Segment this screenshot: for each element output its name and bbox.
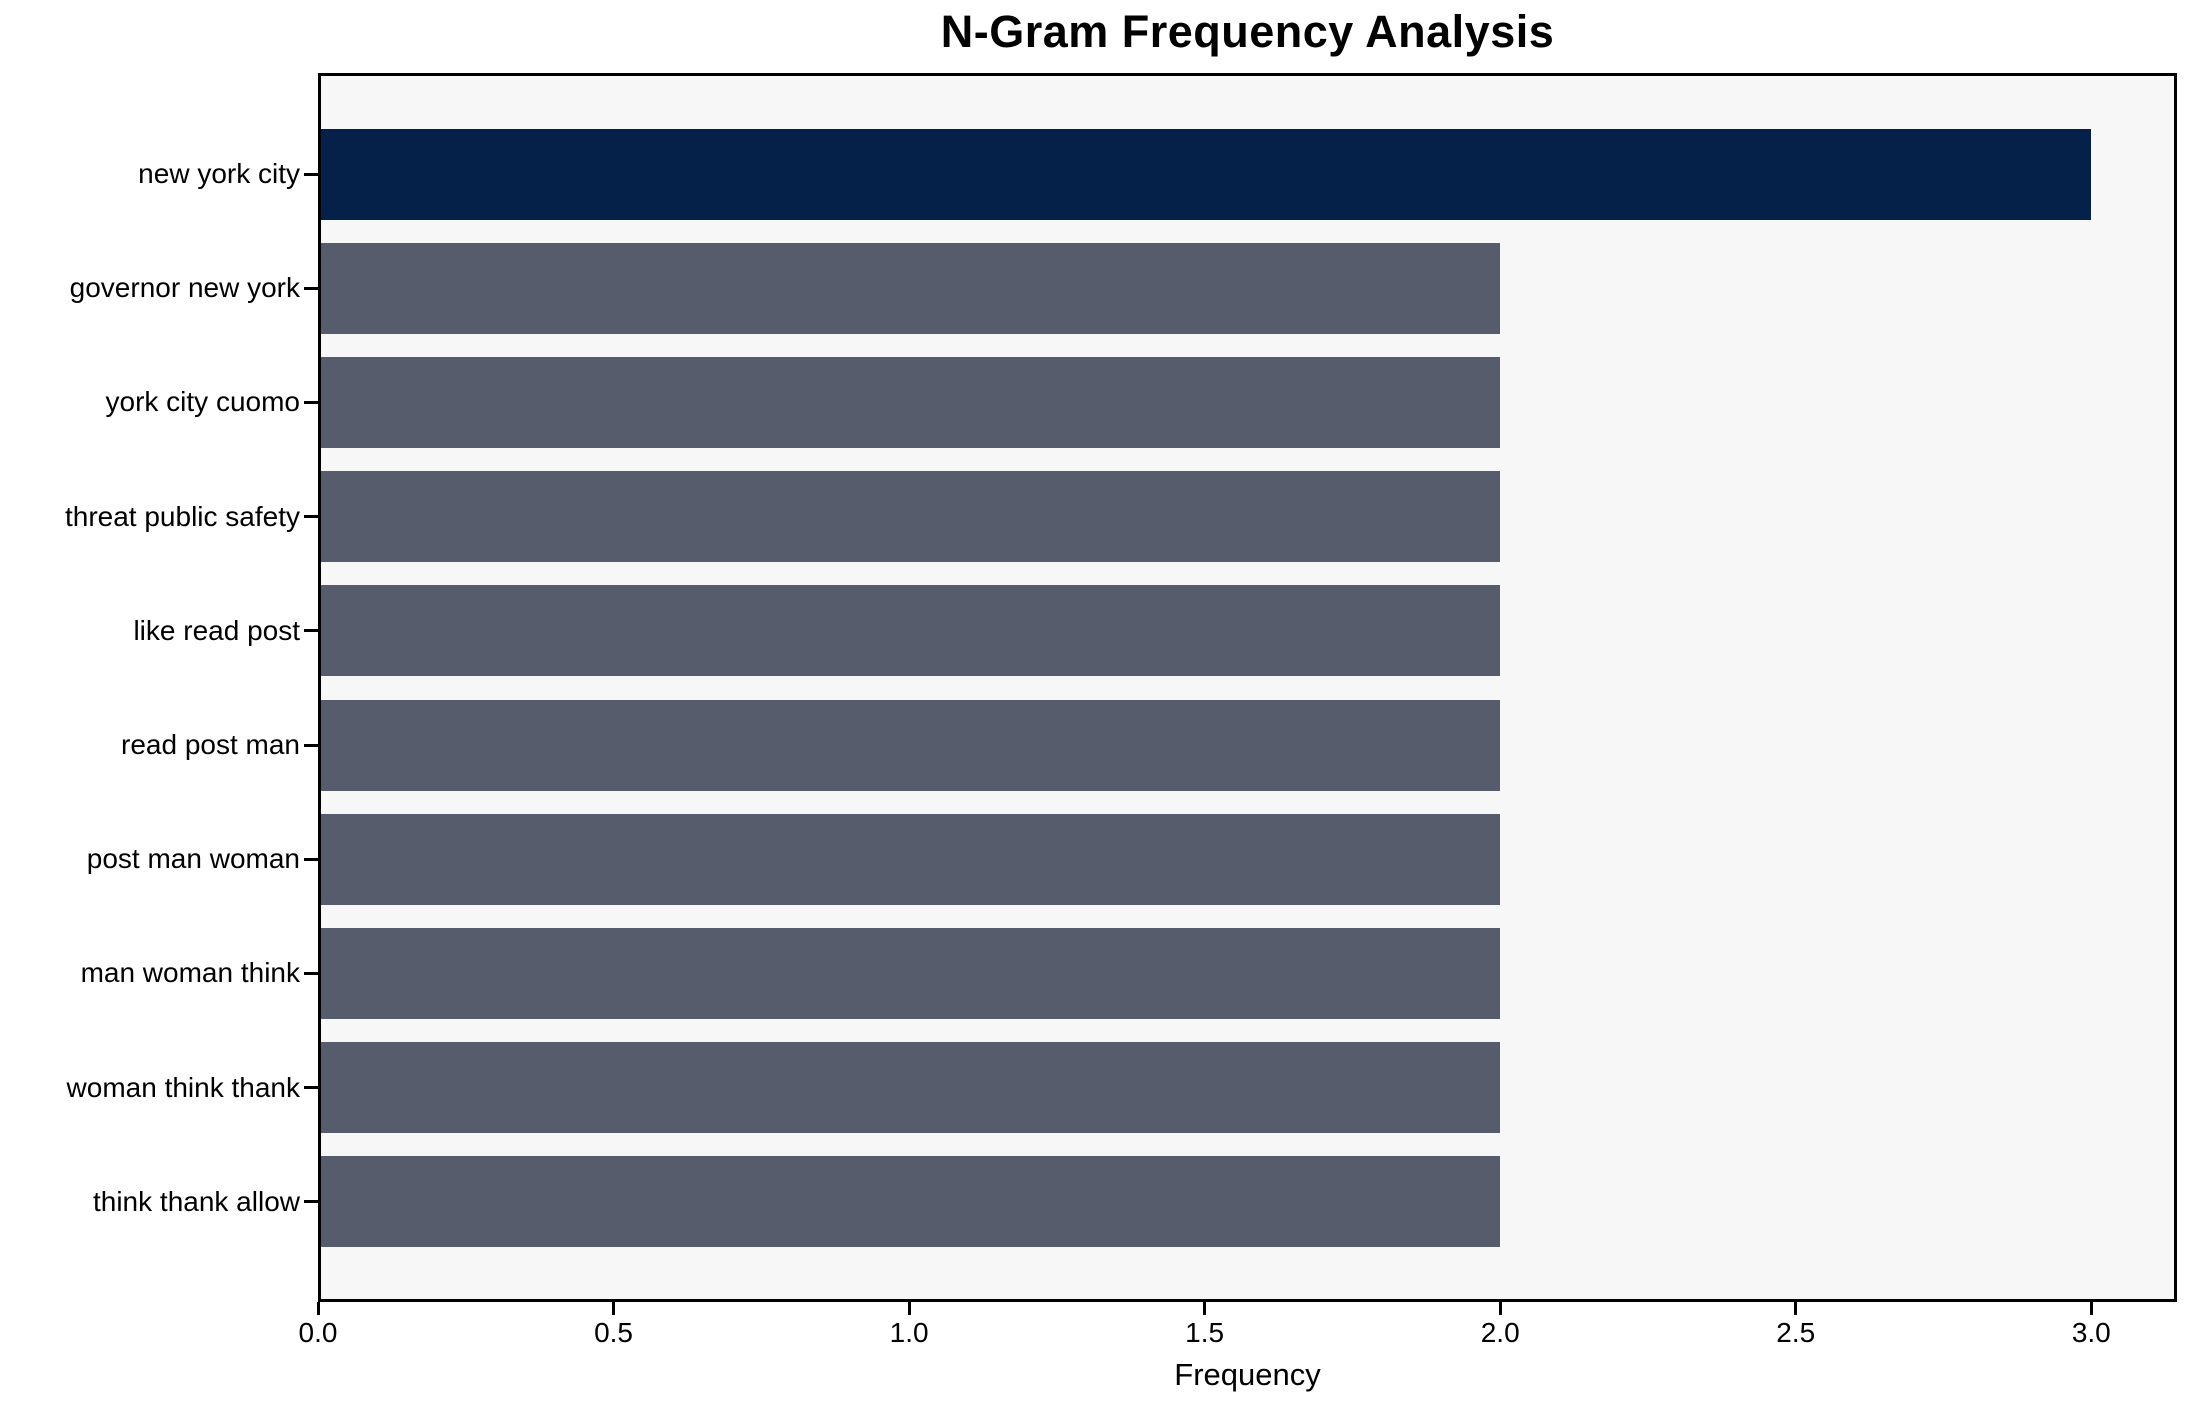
y-tick-label: york city cuomo: [105, 386, 301, 418]
y-tick: [304, 629, 318, 633]
x-tick-label: 2.5: [1776, 1317, 1816, 1348]
x-tick-label: 2.0: [1480, 1317, 1520, 1348]
y-tick: [304, 857, 318, 861]
x-tick-label: 1.5: [1185, 1317, 1225, 1348]
y-tick: [304, 971, 318, 975]
y-tick-label: woman think thank: [66, 1071, 300, 1103]
x-tick-label: 1.0: [889, 1317, 929, 1348]
x-tick-label: 0.0: [298, 1317, 338, 1348]
y-tick-label: think thank allow: [92, 1185, 300, 1217]
y-tick-label: like read post: [133, 614, 300, 646]
x-tick: [1498, 1302, 1502, 1315]
y-tick-label: governor new york: [69, 272, 300, 304]
y-tick: [304, 286, 318, 290]
x-tick: [907, 1302, 911, 1315]
x-tick: [612, 1302, 616, 1315]
x-tick-label: 3.0: [2071, 1317, 2111, 1348]
y-tick: [304, 515, 318, 519]
y-tick: [304, 743, 318, 747]
x-tick: [1794, 1302, 1798, 1315]
y-tick-label: man woman think: [80, 957, 300, 989]
y-tick: [304, 1200, 318, 1204]
y-tick: [304, 172, 318, 176]
chart-title: N-Gram Frequency Analysis: [940, 6, 1555, 57]
x-tick: [316, 1302, 320, 1315]
y-tick: [304, 400, 318, 404]
y-tick-label: post man woman: [86, 843, 300, 875]
x-tick: [2089, 1302, 2093, 1315]
x-tick: [1203, 1302, 1207, 1315]
y-tick: [304, 1086, 318, 1090]
x-axis-title: Frequency: [1174, 1357, 1321, 1392]
y-tick-label: threat public safety: [64, 500, 300, 532]
x-tick-label: 0.5: [594, 1317, 634, 1348]
y-tick-label: read post man: [121, 729, 300, 760]
plot-area: [318, 73, 2177, 1302]
y-tick-label: new york city: [138, 158, 300, 189]
